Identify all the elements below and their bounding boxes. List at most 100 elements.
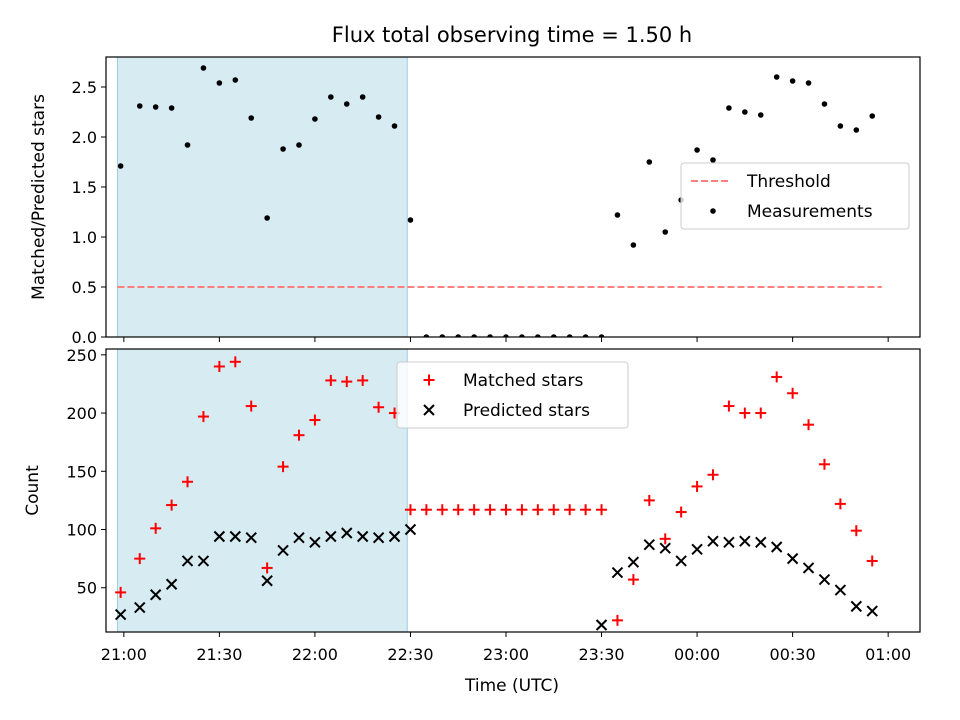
x-b [229,530,242,543]
measurement-point [296,142,302,148]
predicted-star-point [356,530,369,543]
predicted-star-point [802,562,815,574]
measurement-point [837,123,844,129]
x-tick-label: 00:00 [674,645,720,664]
matched-star-point [115,586,127,598]
x-tick-label: 22:00 [292,645,338,664]
predicted-star-point [149,589,162,601]
matched-star-point [596,504,608,516]
legend-box [680,162,910,230]
x-b [866,605,878,617]
measurement-point [646,159,653,165]
x-b [611,566,624,579]
observing-window-shade [116,348,408,633]
x-b [325,530,337,543]
measurement-point [582,334,589,337]
measurement-point [662,229,669,235]
measurement-point [726,105,732,111]
x-axis-label: Time (UTC) [464,676,559,696]
legend: Matched stars Predicted stars [396,361,629,429]
matched-star-point [803,419,815,431]
measurement-point [694,147,700,153]
matched-star-point [675,506,687,518]
matched-star-point [659,533,671,545]
predicted-star-point [770,541,783,553]
predicted-star-point [834,584,847,596]
predicted-star-point [707,535,719,547]
matched-star-point [580,504,592,516]
predicted-star-point [309,536,321,549]
x-b [739,535,751,547]
measurement-point [614,212,621,218]
matched-star-point [213,360,225,372]
predicted-star-point [818,573,831,586]
x-b [309,536,321,549]
measurement-point [773,74,780,80]
predicted-star-point [595,619,608,631]
x-b [723,536,735,549]
series-measurements [117,65,876,337]
y-tick-label: 1.5 [72,178,97,197]
matched-star-point [564,504,576,516]
measurement-point [439,334,446,337]
x-b [770,541,783,553]
matched-star-point [325,374,337,386]
predicted-star-point [691,543,703,556]
predicted-star-point [277,544,289,557]
predicted-star-point [245,531,257,544]
measurement-point [757,112,764,118]
measurement-point [630,242,637,248]
measurement-point [853,127,860,133]
x-b [293,531,305,544]
x-b [404,523,417,536]
axes-frame [105,348,921,633]
x-b [114,608,127,621]
x-b [213,530,226,543]
matched-star-point [373,401,385,413]
matched-star-point [404,504,416,516]
x-b [643,538,656,551]
x-b [850,600,863,613]
legend-box [396,361,629,429]
x-b [181,555,194,567]
measurement-point [117,163,124,169]
measurement-point [423,334,430,337]
predicted-star-point [786,552,799,565]
y-tick-label: 0.5 [72,278,97,297]
measurement-point [566,334,573,337]
measurement-point [264,215,270,221]
x-b [627,556,640,568]
predicted-star-point [293,531,305,544]
measurement-point [455,334,462,337]
matched-star-point [309,414,321,426]
series-predicted-stars [114,523,878,631]
matched-star-point [627,574,639,586]
matched-star-point [277,461,289,473]
observing-window-shade [116,56,408,338]
matched-star-point [516,504,528,516]
matched-star-point [611,614,623,626]
predicted-star-point [261,575,273,587]
series-matched-stars [115,356,878,626]
x-b [356,530,369,543]
matched-star-point [850,525,862,537]
measurement-point [343,101,350,107]
measurement-point [136,103,143,109]
predicted-star-point [866,605,878,617]
measurement-point [519,334,525,337]
matched-star-point [197,411,209,423]
legend: Threshold Measurements [680,162,910,230]
matched-star-point [771,371,783,383]
matched-star-point [548,504,560,516]
predicted-star-point [404,523,417,536]
y-tick-label: 50 [77,579,97,598]
predicted-star-point [611,566,624,579]
measurement-point [375,114,382,120]
chart-title: Flux total observing time = 1.50 h [332,23,692,47]
x-b [372,531,385,544]
y-axis-label: Count [23,465,43,516]
predicted-star-point [213,530,226,543]
matched-star-point [420,504,432,516]
y-tick-label: 250 [66,346,97,365]
